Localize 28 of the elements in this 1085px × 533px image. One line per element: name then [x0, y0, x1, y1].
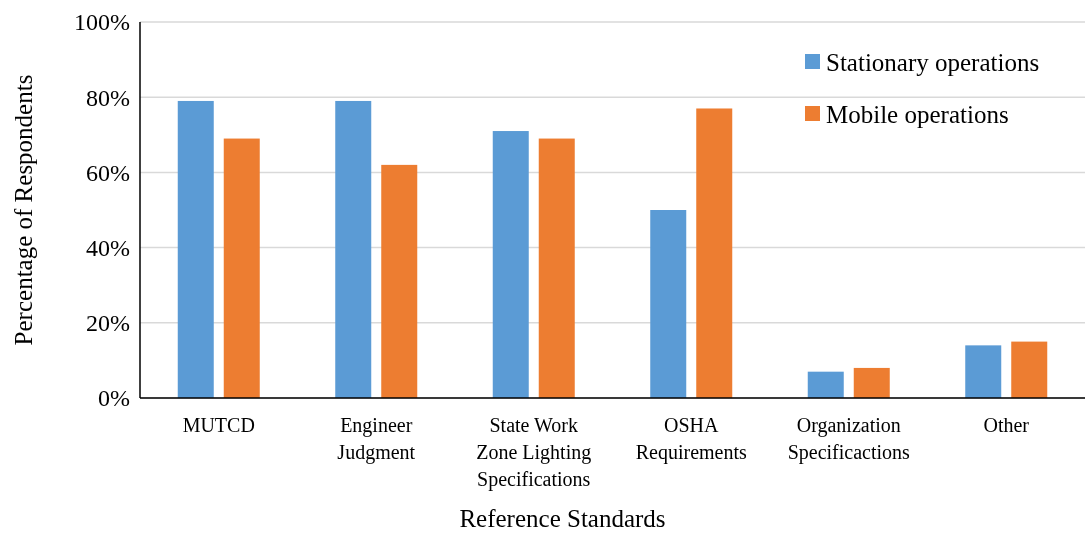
legend-label: Stationary operations [826, 48, 1040, 76]
x-tick-label: State Work Zone Lighting Specifications [476, 414, 592, 491]
y-tick-label: 100% [74, 9, 130, 36]
y-axis-title: Percentage of Respondents [10, 74, 37, 346]
y-tick-label: 60% [86, 159, 130, 186]
bar [381, 164, 418, 398]
y-tick-label: 0% [98, 385, 130, 412]
y-tick-label: 20% [86, 310, 130, 337]
x-tick-label: Other [983, 414, 1030, 436]
bar [538, 138, 575, 398]
bar [650, 210, 687, 398]
bar [696, 108, 733, 398]
bar [177, 100, 214, 398]
bar [965, 345, 1002, 398]
bar [853, 367, 890, 398]
bar [223, 138, 260, 398]
bar [1011, 341, 1048, 398]
x-tick-label: Organization Specificactions [787, 414, 911, 464]
y-tick-label: 80% [86, 84, 130, 111]
y-tick-label: 40% [86, 235, 130, 261]
bar [807, 371, 844, 398]
x-tick-label: MUTCD [182, 414, 255, 436]
legend-label: Mobile operations [826, 100, 1009, 128]
x-axis-title: Reference Standards [459, 505, 666, 532]
bar [335, 100, 372, 398]
x-tick-label: OSHA Requirements [635, 414, 747, 464]
bar [492, 131, 529, 398]
x-tick-label: Engineer Judgment [337, 414, 416, 464]
